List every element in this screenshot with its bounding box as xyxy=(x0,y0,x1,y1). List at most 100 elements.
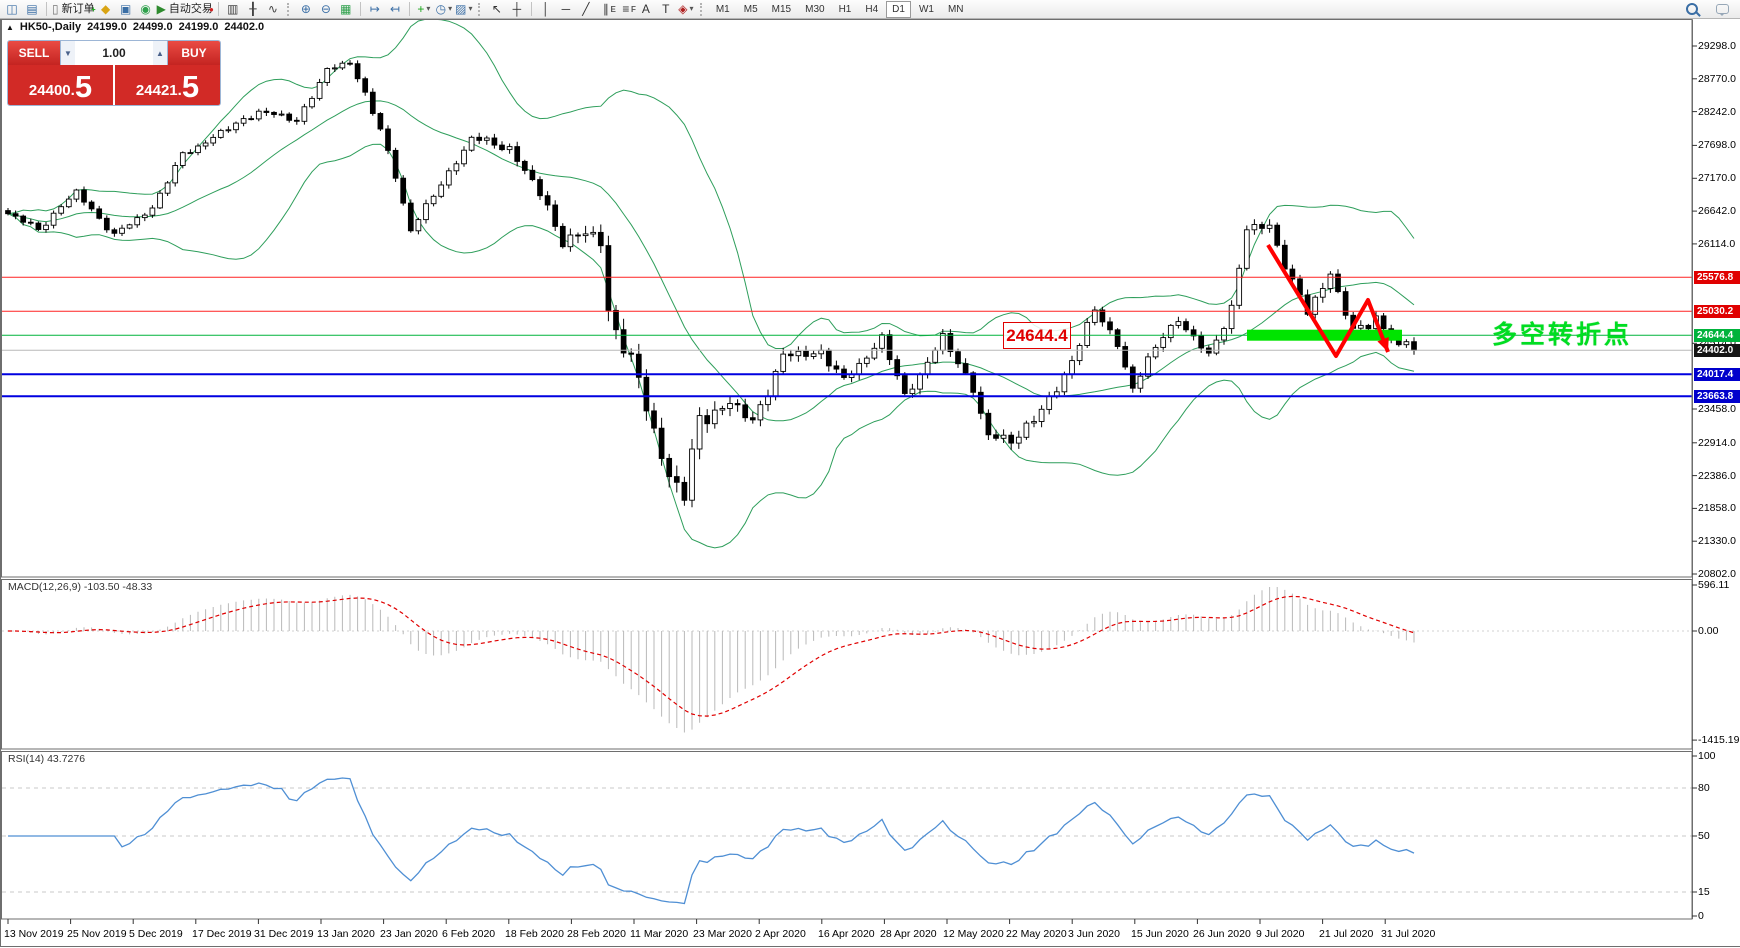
chart-shift-icon[interactable]: ↤ xyxy=(385,1,405,17)
date-label: 17 Dec 2019 xyxy=(192,928,252,940)
timeframe-h1[interactable]: H1 xyxy=(838,3,852,15)
periods-icon: ◷ xyxy=(435,2,447,16)
rsi-axis-tick: 100 xyxy=(1698,750,1716,762)
fibonacci-icon[interactable]: ≡ F xyxy=(616,1,636,17)
date-label: 15 Jun 2020 xyxy=(1131,928,1189,940)
candlestick-series[interactable] xyxy=(5,60,1417,508)
search-icon[interactable] xyxy=(1682,1,1702,17)
price-annotation-label[interactable]: 24644.4 xyxy=(1003,322,1071,349)
price-level-badge: 24402.0 xyxy=(1694,344,1740,357)
price-tick: 21330.0 xyxy=(1698,535,1736,547)
price-level-badge: 24017.4 xyxy=(1694,368,1740,381)
toolbar-separator xyxy=(530,2,532,16)
chevron-down-icon[interactable]: ▾ xyxy=(448,4,453,13)
chevron-down-icon[interactable]: ▾ xyxy=(426,4,431,13)
signals-icon: ◉ xyxy=(140,2,151,16)
templates-icon: ▨ xyxy=(455,2,467,16)
channel-icon-overlay: E xyxy=(610,5,616,14)
text-icon[interactable]: A xyxy=(636,1,656,17)
turning-point-text[interactable]: 多空转折点 xyxy=(1492,321,1633,349)
date-label: 13 Jan 2020 xyxy=(317,928,375,940)
new-chart-icon[interactable]: ◫ xyxy=(2,1,22,17)
candlestick-chart-icon[interactable]: ╂ xyxy=(243,1,263,17)
label-icon[interactable]: T xyxy=(656,1,676,17)
price-tick: 20802.0 xyxy=(1698,568,1736,580)
macd-pane[interactable] xyxy=(2,587,1692,733)
timeframe-m1[interactable]: M1 xyxy=(715,3,730,15)
rsi-pane[interactable] xyxy=(2,777,1692,905)
date-label: 31 Jul 2020 xyxy=(1381,928,1436,940)
bar-chart-icon[interactable]: ▥ xyxy=(223,1,243,17)
date-label: 28 Feb 2020 xyxy=(567,928,626,940)
timeframe-m15[interactable]: M15 xyxy=(771,3,792,15)
chevron-down-icon[interactable]: ▾ xyxy=(689,4,694,13)
date-label: 16 Apr 2020 xyxy=(818,928,875,940)
horizontal-line-icon[interactable]: ─ xyxy=(556,1,576,17)
volume-stepper[interactable]: ▼ 1.00 ▲ xyxy=(60,41,168,65)
price-level-badge: 25576.8 xyxy=(1694,271,1740,284)
date-label: 11 Mar 2020 xyxy=(630,928,689,940)
date-label: 2 Apr 2020 xyxy=(755,928,806,940)
templates-icon[interactable]: ▨ ▾ xyxy=(454,1,474,17)
chat-icon[interactable] xyxy=(1712,1,1732,17)
rsi-line xyxy=(8,777,1415,905)
price-tick: 27698.0 xyxy=(1698,139,1736,151)
metaeditor-icon[interactable]: ◆ xyxy=(96,1,116,17)
ohlc-high: 24499.0 xyxy=(132,21,173,33)
timeframe-m30[interactable]: M30 xyxy=(805,3,825,15)
autotrading-icon[interactable]: ▶ ● 自动交易 xyxy=(156,1,214,17)
date-label: 26 Jun 2020 xyxy=(1193,928,1251,940)
cursor-icon[interactable]: ↖ xyxy=(487,1,507,17)
indicators-icon[interactable]: + ▾ xyxy=(414,1,434,17)
volume-value[interactable]: 1.00 xyxy=(102,46,126,60)
price-tick: 28770.0 xyxy=(1698,73,1736,85)
periods-icon[interactable]: ◷ ▾ xyxy=(434,1,454,17)
buy-price[interactable]: 24421. 5 xyxy=(115,65,220,105)
chevron-down-icon[interactable]: ▾ xyxy=(468,4,473,13)
date-label: 13 Nov 2019 xyxy=(4,928,64,940)
rsi-label: RSI(14) 43.7276 xyxy=(8,753,86,765)
sell-button[interactable]: SELL xyxy=(8,41,60,65)
trendline-icon[interactable]: ╱ xyxy=(576,1,596,17)
timeframe-mn[interactable]: MN xyxy=(947,3,964,15)
main-price-pane[interactable] xyxy=(2,19,1692,549)
cursor-icon: ↖ xyxy=(491,2,502,16)
line-chart-icon[interactable]: ∿ xyxy=(263,1,283,17)
timeframe-m5[interactable]: M5 xyxy=(743,3,758,15)
zoom-in-icon[interactable]: ⊕ xyxy=(296,1,316,17)
macd-label: MACD(12,26,9) -103.50 -48.33 xyxy=(8,581,153,593)
axis-tick-marks xyxy=(7,45,1697,924)
terminal-icon[interactable]: ▣ xyxy=(116,1,136,17)
profiles-icon[interactable]: ▤ xyxy=(22,1,42,17)
autotrading-icon-overlay: ● xyxy=(209,5,214,14)
zoom-out-icon[interactable]: ⊖ xyxy=(316,1,336,17)
new-order-icon-overlay: + xyxy=(90,5,96,14)
timeframe-w1[interactable]: W1 xyxy=(918,3,934,15)
arrows-icon[interactable]: ◈ ▾ xyxy=(676,1,696,17)
buy-button[interactable]: BUY xyxy=(168,41,220,65)
rsi-axis-tick: 0 xyxy=(1698,910,1704,922)
rsi-axis-tick: 80 xyxy=(1698,782,1710,794)
crosshair-icon[interactable]: ┼ xyxy=(507,1,527,17)
auto-scroll-icon[interactable]: ↦ xyxy=(365,1,385,17)
sell-price[interactable]: 24400. 5 xyxy=(8,65,115,105)
price-tick: 29298.0 xyxy=(1698,40,1736,52)
collapse-panel-icon[interactable]: ▲ xyxy=(6,22,14,32)
buy-price-big-digit: 5 xyxy=(181,69,200,104)
signals-icon[interactable]: ◉ xyxy=(136,1,156,17)
price-level-badge: 23663.8 xyxy=(1694,390,1740,403)
vertical-line-icon[interactable]: │ xyxy=(536,1,556,17)
timeframe-d1[interactable]: D1 xyxy=(886,0,911,18)
timeframe-h4[interactable]: H4 xyxy=(865,3,879,15)
bollinger-bands[interactable] xyxy=(7,19,1415,549)
channel-icon[interactable]: ∥ E xyxy=(596,1,616,17)
new-order-icon[interactable]: ▯ + 新订单 xyxy=(51,1,96,17)
horizontal-level-lines[interactable] xyxy=(2,276,1692,398)
tile-windows-icon[interactable]: ▦ xyxy=(336,1,356,17)
volume-increase-icon[interactable]: ▲ xyxy=(153,41,167,65)
arrowhead xyxy=(1377,337,1389,352)
zigzag-arrow-annotation[interactable] xyxy=(1266,243,1390,358)
price-tick: 21858.0 xyxy=(1698,502,1736,514)
volume-decrease-icon[interactable]: ▼ xyxy=(61,41,75,65)
